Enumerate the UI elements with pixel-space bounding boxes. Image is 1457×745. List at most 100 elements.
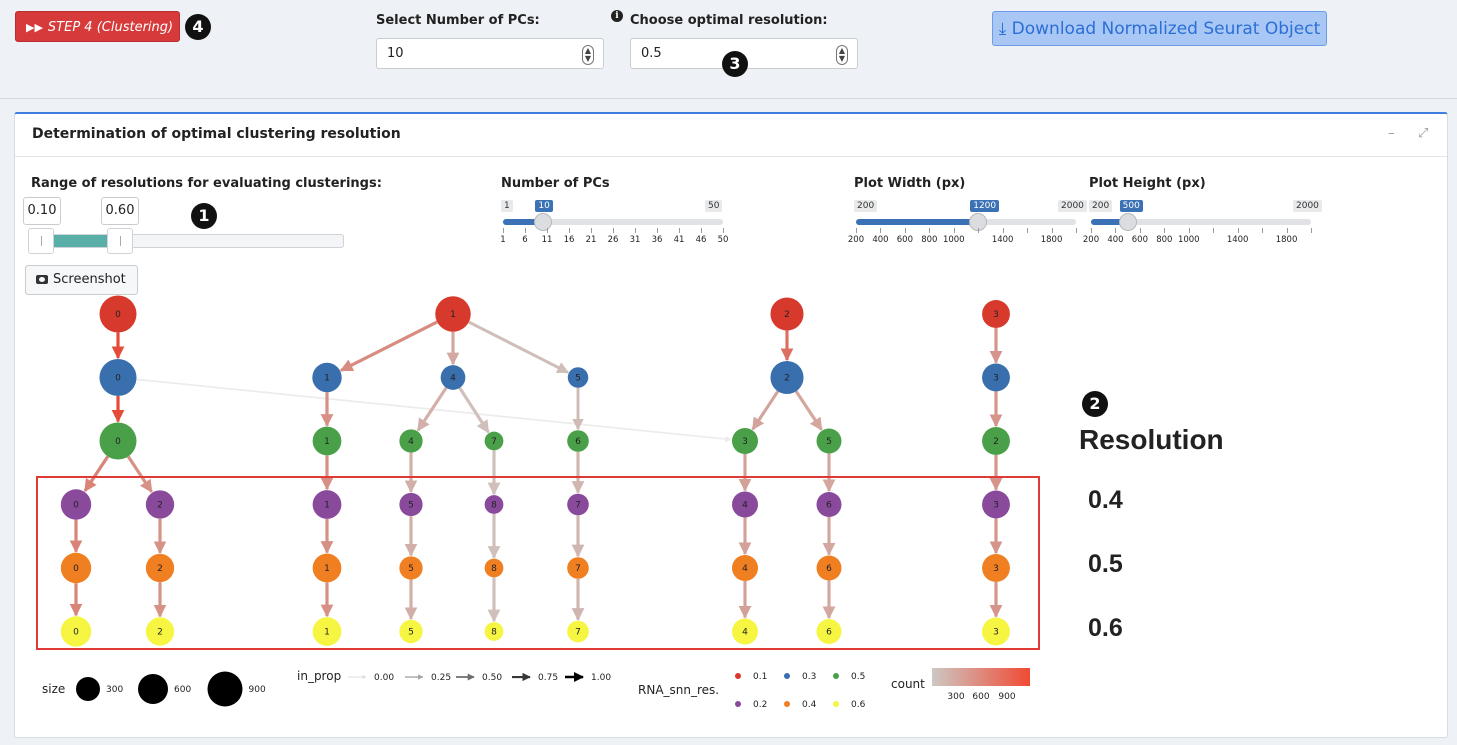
npcs-label: Number of PCs (501, 176, 610, 191)
tree-node: 8 (484, 622, 504, 641)
tree-node-label: 4 (408, 437, 414, 447)
slider-tick (569, 228, 570, 233)
range-to-value: 0.60 (101, 197, 139, 225)
tree-node-label: 0 (115, 310, 121, 320)
legend-inprop-label: 0.50 (482, 673, 502, 683)
slider-tick-label: 400 (1107, 235, 1124, 245)
slider-handle[interactable] (534, 213, 553, 231)
tree-edge (458, 387, 490, 434)
slider-tick-label: 400 (872, 235, 889, 245)
tree-node-label: 1 (450, 310, 456, 320)
tree-node-circle (145, 617, 175, 646)
tree-node-label: 7 (575, 628, 581, 638)
range-badge: 1 (191, 203, 217, 229)
tree-node-label: 6 (826, 628, 832, 638)
card-header: Determination of optimal clustering reso… (15, 114, 1447, 157)
slider-tick (679, 228, 680, 233)
slider-tick (1286, 228, 1288, 233)
tree-node-circle (816, 555, 842, 581)
tree-node: 3 (982, 617, 1010, 646)
legend-inprop-label: 0.75 (538, 673, 558, 683)
minimize-icon[interactable]: – (1388, 126, 1395, 141)
slider-tick-label: 46 (695, 235, 707, 245)
expand-icon[interactable]: ⤢ (1418, 126, 1429, 141)
legend-count-title: count (891, 677, 925, 691)
tree-node-label: 0 (73, 564, 79, 574)
legend-size-title: size (42, 682, 65, 696)
tree-node-label: 0 (73, 628, 79, 638)
tree-node-label: 6 (826, 501, 832, 511)
slider-max-label: 2000 (1058, 200, 1087, 212)
pcs-input[interactable]: 10 ▲ ▼ (376, 38, 604, 69)
fast-forward-icon: ▶▶ (26, 21, 43, 34)
tree-node-label: 3 (742, 437, 748, 447)
clustree-plot: 0 1 2 3 0 1 4 5 2 3 0 1 4 7 6 3 5 2 0 2 1 5 8 7 4 6 3 0 2 1 5 8 7 4 6 3 0 2 1 5… (36, 295, 1040, 710)
range-slider-handle-to[interactable] (107, 228, 133, 254)
tree-node-label: 4 (742, 628, 748, 638)
tree-node: 1 (312, 362, 342, 393)
download-seurat-button[interactable]: ⤓ Download Normalized Seurat Object (992, 11, 1327, 46)
tree-node-circle (816, 428, 842, 454)
clustering-resolution-card: Determination of optimal clustering reso… (14, 112, 1448, 738)
spinner-icon[interactable]: ▲ ▼ (582, 45, 594, 65)
tree-node-circle (484, 431, 504, 451)
info-icon[interactable]: i (611, 10, 623, 22)
tree-node-label: 3 (993, 374, 999, 384)
tree-node: 0 (60, 489, 92, 520)
tree-node-circle (982, 300, 1010, 328)
tree-node: 7 (567, 557, 589, 579)
slider-tick (701, 228, 702, 233)
tree-node-label: 8 (491, 628, 497, 638)
tree-node: 5 (399, 492, 423, 517)
slider-tick-label: 6 (522, 235, 528, 245)
tree-node-circle (484, 495, 504, 514)
resolution-annotation-title: Resolution (1079, 424, 1224, 455)
screenshot-button[interactable]: Screenshot (25, 265, 138, 295)
plot-height-label: Plot Height (px) (1089, 176, 1206, 191)
top-control-bar: ▶▶ STEP 4 (Clustering) 4 Select Number of… (0, 0, 1457, 99)
slider-tick-label: 600 (1131, 235, 1148, 245)
legend-res-dot (833, 673, 839, 679)
spinner-icon[interactable]: ▲ ▼ (836, 45, 848, 65)
plot-width-slider[interactable]: 200 2000 1200 200 400 600 800 1000 1400 1800 (848, 200, 1087, 250)
tree-node: 0 (60, 616, 92, 647)
tree-node: 3 (982, 490, 1010, 519)
slider-handle[interactable] (1118, 213, 1137, 231)
slider-tick (904, 228, 906, 233)
slider-tick-label: 50 (717, 235, 729, 245)
tree-node-label: 2 (157, 501, 163, 511)
legend-size-dot (207, 671, 243, 707)
tree-node-label: 5 (408, 628, 414, 638)
tree-node-circle (60, 489, 92, 520)
legend-res-dot (833, 701, 839, 707)
tree-node-circle (399, 492, 423, 517)
slider-track[interactable] (1091, 219, 1311, 225)
tree-node-circle (145, 553, 175, 583)
slider-max-label: 50 (705, 200, 723, 212)
tree-node-circle (312, 553, 342, 583)
resolution-label: Choose optimal resolution: (630, 13, 828, 28)
tree-node-label: 2 (993, 437, 999, 447)
legend-res-label: 0.3 (802, 672, 816, 682)
step4-clustering-button[interactable]: ▶▶ STEP 4 (Clustering) (15, 11, 180, 42)
tree-node-circle (484, 558, 504, 578)
legend-res-dot (784, 673, 790, 679)
range-slider-handle-from[interactable] (28, 228, 54, 254)
npcs-slider[interactable]: 1 50 10 1 6 11 16 21 26 31 36 41 46 50 (500, 200, 728, 250)
slider-tick (1076, 228, 1077, 233)
plot-height-slider[interactable]: 200 2000 500 200 400 600 800 1000 1400 1800 (1083, 200, 1322, 250)
tree-node-circle (731, 491, 759, 518)
tree-node: 3 (731, 427, 759, 455)
slider-track[interactable] (503, 219, 723, 225)
tree-node: 3 (982, 554, 1010, 582)
tree-node: 5 (816, 428, 842, 454)
tree-node-circle (399, 619, 423, 644)
tree-node-label: 2 (784, 374, 790, 384)
legend-size-label: 300 (106, 685, 123, 695)
tree-node: 4 (399, 429, 423, 453)
slider-tick (613, 228, 614, 233)
legend-size-dot (138, 674, 168, 704)
tree-node-label: 1 (324, 437, 330, 447)
legend-size-dot (76, 677, 100, 701)
tree-node: 5 (399, 556, 423, 580)
